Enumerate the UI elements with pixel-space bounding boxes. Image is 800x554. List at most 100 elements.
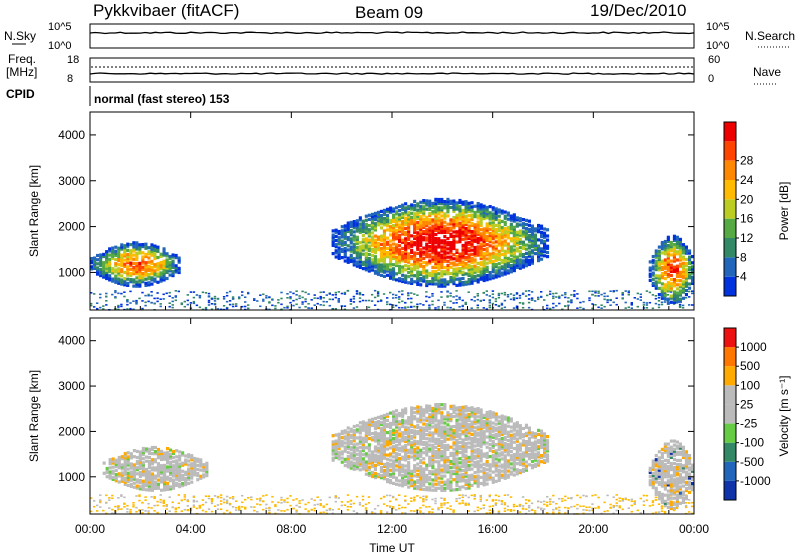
heatmap-cell — [500, 252, 504, 256]
heatmap-cell — [437, 200, 441, 204]
heatmap-cell — [473, 248, 477, 252]
heatmap-cell — [346, 465, 350, 469]
heatmap-cell — [657, 251, 661, 255]
heatmap-cell — [518, 223, 522, 227]
heatmap-cell — [537, 250, 541, 254]
heatmap-cell — [370, 223, 374, 227]
heatmap-cell — [358, 226, 362, 230]
heatmap-cell — [250, 496, 253, 498]
heatmap-cell — [337, 497, 340, 499]
heatmap-cell — [135, 280, 139, 284]
heatmap-cell — [410, 269, 414, 273]
heatmap-cell — [401, 251, 405, 255]
heatmap-cell — [485, 230, 489, 234]
heatmap-cell — [434, 415, 438, 419]
heatmap-cell — [452, 257, 456, 261]
heatmap-cell — [395, 210, 399, 214]
heatmap-cell — [527, 227, 531, 231]
heatmap-cell — [373, 431, 377, 435]
heatmap-cell — [407, 229, 411, 233]
heatmap-cell — [582, 494, 585, 497]
heatmap-cell — [500, 246, 504, 250]
heatmap-cell — [434, 460, 438, 464]
heatmap-cell — [416, 243, 420, 247]
heatmap-cell — [410, 242, 414, 246]
heatmap-cell — [138, 460, 142, 464]
heatmap-cell — [521, 496, 525, 498]
heatmap-cell — [376, 248, 380, 252]
heatmap-cell — [196, 463, 200, 467]
heatmap-cell — [337, 451, 341, 455]
heatmap-cell — [163, 467, 167, 472]
heatmap-cell — [108, 257, 112, 261]
heatmap-cell — [219, 496, 223, 499]
heatmap-cell — [681, 255, 685, 259]
heatmap-cell — [512, 252, 516, 256]
heatmap-cell — [379, 246, 383, 251]
heatmap-cell — [225, 501, 229, 503]
heatmap-cell — [166, 483, 170, 487]
heatmap-cell — [93, 262, 97, 266]
heatmap-cell — [434, 259, 438, 263]
heatmap-cell — [382, 419, 386, 424]
heatmap-cell — [527, 236, 531, 240]
heatmap-cell — [228, 300, 232, 302]
heatmap-cell — [358, 429, 362, 433]
heatmap-cell — [691, 501, 694, 504]
heatmap-cell — [630, 500, 633, 503]
heatmap-cell — [425, 250, 429, 255]
heatmap-cell — [334, 439, 338, 443]
heatmap-cell — [337, 254, 341, 258]
heatmap-cell — [437, 243, 441, 247]
heatmap-cell — [449, 300, 452, 303]
heatmap-cell — [437, 456, 441, 460]
heatmap-cell — [189, 291, 193, 293]
heatmap-cell — [96, 268, 100, 272]
heatmap-cell — [108, 470, 112, 474]
heatmap-cell — [361, 420, 365, 424]
heatmap-cell — [470, 213, 474, 217]
heatmap-cell — [373, 425, 377, 429]
heatmap-cell — [467, 282, 471, 286]
heatmap-cell — [120, 479, 124, 483]
heatmap-cell — [672, 253, 676, 257]
heatmap-cell — [361, 219, 365, 223]
heatmap-cell — [437, 239, 441, 243]
heatmap-cell — [533, 512, 537, 514]
heatmap-cell — [135, 266, 139, 270]
heatmap-cell — [455, 302, 458, 304]
heatmap-cell — [527, 229, 531, 234]
heatmap-cell — [153, 246, 157, 250]
heatmap-cell — [392, 236, 396, 240]
heatmap-cell — [352, 242, 356, 246]
heatmap-cell — [678, 279, 682, 283]
heatmap-cell — [422, 471, 426, 475]
heatmap-cell — [395, 478, 399, 482]
heatmap-cell — [410, 255, 414, 259]
heatmap-cell — [537, 500, 540, 502]
heatmap-cell — [416, 452, 420, 456]
heatmap-cell — [398, 473, 402, 477]
heatmap-cell — [476, 249, 480, 253]
heatmap-cell — [419, 467, 423, 471]
heatmap-cell — [373, 234, 377, 238]
heatmap-cell — [398, 412, 402, 416]
heatmap-cell — [120, 457, 124, 461]
heatmap-cell — [373, 508, 377, 510]
heatmap-cell — [386, 439, 390, 443]
heatmap-cell — [404, 480, 408, 484]
heatmap-cell — [455, 219, 459, 224]
nave-tick-low: 0 — [708, 73, 714, 85]
heatmap-cell — [395, 429, 399, 433]
heatmap-cell — [404, 431, 408, 435]
heatmap-cell — [225, 294, 229, 297]
heatmap-cell — [392, 293, 395, 296]
heatmap-cell — [331, 456, 335, 460]
heatmap-cell — [476, 222, 480, 226]
heatmap-cell — [497, 510, 501, 513]
heatmap-cell — [458, 283, 462, 287]
heatmap-cell — [395, 304, 398, 307]
heatmap-cell — [346, 225, 350, 229]
heatmap-cell — [298, 506, 301, 508]
heatmap-cell — [437, 423, 441, 427]
